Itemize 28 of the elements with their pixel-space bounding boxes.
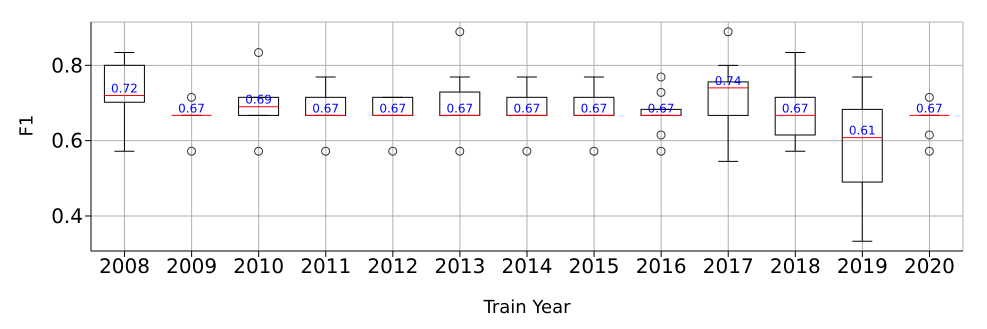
- text: 0.67: [312, 101, 340, 116]
- x-tick-label: 2018: [770, 254, 821, 278]
- x-tick-label: 2008: [99, 254, 150, 278]
- text: 0.61: [848, 124, 876, 138]
- x-axis-title: Train Year: [482, 297, 572, 318]
- y-tick-label: 0.8: [51, 53, 83, 78]
- x-tick-label: 2020: [904, 254, 955, 278]
- x-tick-label: 2011: [300, 254, 352, 278]
- text: 0.67: [514, 101, 540, 116]
- y-axis-title: F1: [16, 114, 38, 136]
- text: 0.72: [111, 81, 138, 96]
- text: 0.67: [446, 101, 474, 116]
- x-tick-label: 2013: [434, 254, 486, 278]
- y-tick-label: 0.4: [51, 204, 83, 228]
- x-tick-label: 2019: [836, 254, 888, 278]
- x-tick-label: 2015: [568, 254, 620, 278]
- x-tick-label: 2014: [502, 254, 552, 278]
- text: 0.67: [178, 101, 205, 116]
- text: 0.67: [379, 101, 406, 116]
- x-tick-label: 2010: [233, 254, 284, 278]
- text: 0.67: [916, 101, 943, 116]
- x-tick-label: 2012: [367, 254, 418, 278]
- x-tick-label: 2009: [166, 254, 218, 278]
- text: 0.67: [580, 101, 608, 116]
- x-tick-label: 2017: [702, 254, 754, 278]
- text: 0.67: [782, 101, 809, 116]
- y-tick-label: 0.6: [51, 128, 83, 153]
- x-tick-label: 2016: [636, 254, 687, 278]
